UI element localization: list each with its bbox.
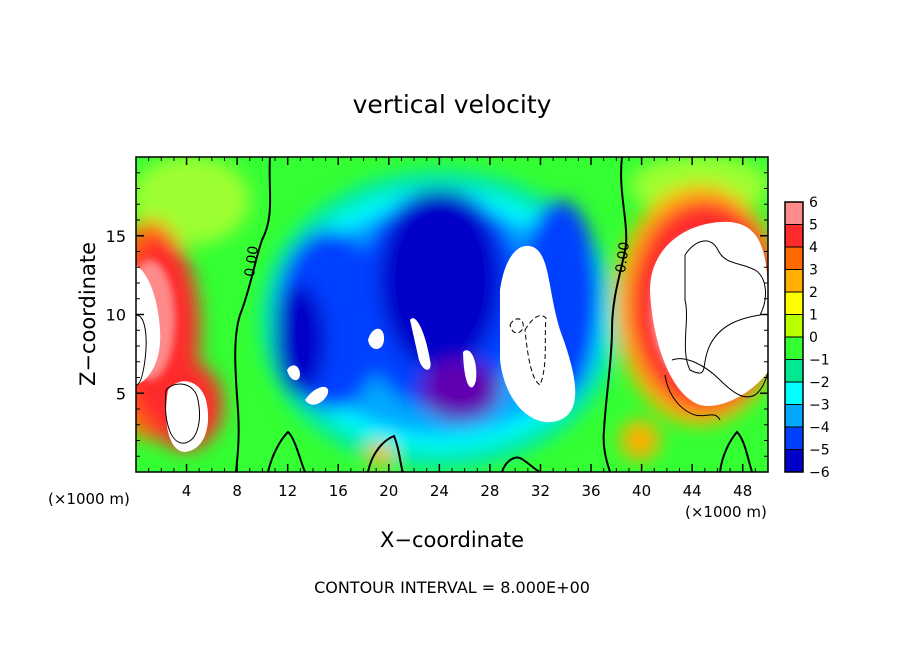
x-tick-label: 28 (480, 482, 499, 500)
colorbar-swatch (785, 359, 803, 382)
y-axis: 5 10 15 (106, 172, 768, 457)
colorbar-swatch (785, 449, 803, 472)
y-tick-label: 15 (106, 227, 126, 246)
colorbar-label: 2 (809, 285, 818, 301)
x-tick-label: 40 (632, 482, 651, 500)
heatmap-field (136, 157, 768, 472)
x-tick-label: 16 (329, 482, 348, 500)
y-tick-label: 10 (106, 306, 126, 325)
x-tick-label: 24 (430, 482, 449, 500)
colorbar-label: −4 (809, 420, 830, 436)
y-tick-label: 5 (116, 384, 126, 403)
colorbar-label: −1 (809, 353, 830, 369)
colorbar-label: −5 (809, 443, 830, 459)
colorbar-swatch (785, 382, 803, 405)
x-tick-label: 20 (379, 482, 398, 500)
x-tick-label: 44 (683, 482, 702, 500)
chart-title: vertical velocity (353, 90, 552, 119)
y-axis-label: Z−coordinate (76, 242, 100, 386)
colorbar-swatch (785, 337, 803, 360)
colorbar-label: −3 (809, 398, 830, 414)
colorbar-swatch (785, 269, 803, 292)
x-unit-label-left: (×1000 m) (48, 490, 130, 508)
colorbar-swatch (785, 224, 803, 247)
x-tick-label: 8 (232, 482, 242, 500)
x-axis: 4 8 12 16 20 24 28 32 36 40 44 48 (148, 157, 756, 500)
x-tick-label: 4 (182, 482, 192, 500)
colorbar-label: 1 (809, 308, 818, 324)
colorbar-swatch (785, 202, 803, 225)
contour-lines (136, 157, 768, 472)
colorbar-swatch (785, 427, 803, 450)
colorbar-swatch (785, 404, 803, 427)
contour-label: 0.00 (242, 245, 262, 278)
x-unit-label-right: (×1000 m) (685, 503, 767, 521)
x-tick-label: 48 (733, 482, 752, 500)
colorbar-label: −6 (809, 465, 830, 481)
colorbar-label: 5 (809, 218, 818, 234)
contour-label: 0.00 (613, 241, 633, 274)
colorbar-label: 6 (809, 195, 818, 211)
colorbar-label: −2 (809, 375, 830, 391)
colorbar: 6 5 4 3 2 1 0 −1 −2 −3 −4 −5 −6 (784, 195, 830, 481)
colorbar-label: 4 (809, 240, 818, 256)
x-tick-label: 12 (278, 482, 297, 500)
colorbar-swatch (785, 247, 803, 270)
colorbar-swatch (785, 292, 803, 315)
colorbar-swatch (785, 314, 803, 337)
x-tick-label: 32 (531, 482, 550, 500)
colorbar-label: 0 (809, 330, 818, 346)
colorbar-label: 3 (809, 263, 818, 279)
x-tick-label: 36 (581, 482, 600, 500)
x-axis-label: X−coordinate (380, 528, 524, 552)
contour-interval-note: CONTOUR INTERVAL = 8.000E+00 (314, 578, 590, 597)
